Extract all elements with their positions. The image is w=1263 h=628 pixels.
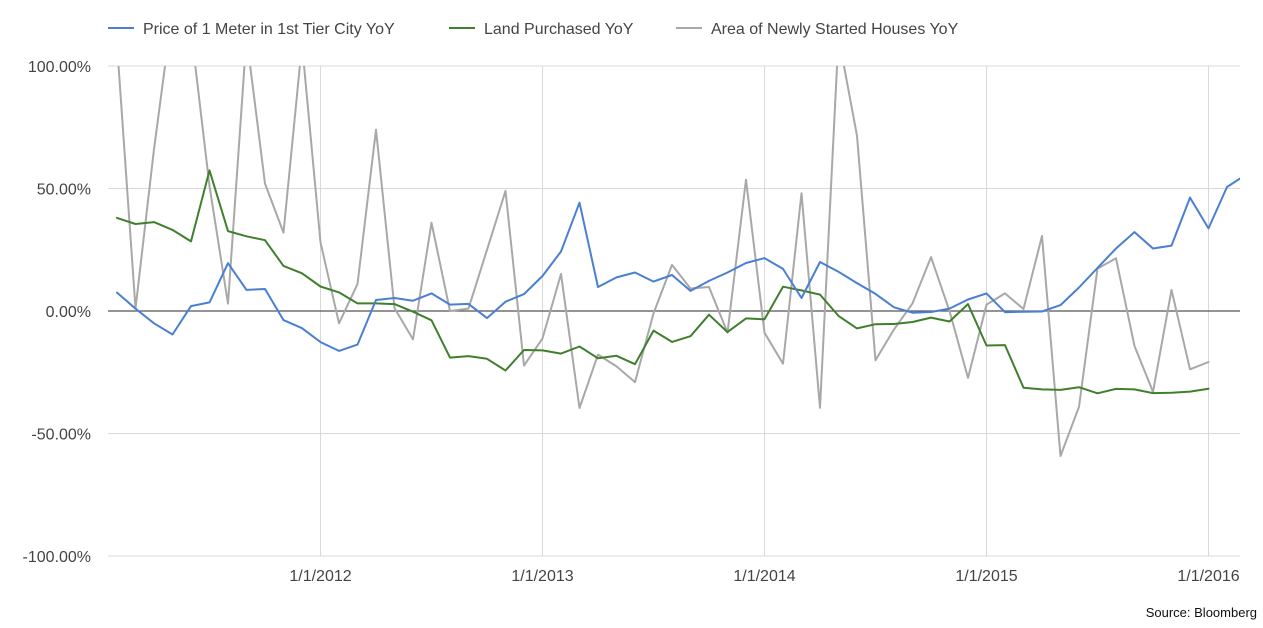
source-note: Source: Bloomberg <box>1145 605 1257 620</box>
legend-label: Area of Newly Started Houses YoY <box>711 21 959 38</box>
x-tick-label: 1/1/2013 <box>511 568 573 585</box>
legend-label: Price of 1 Meter in 1st Tier City YoY <box>143 21 395 38</box>
x-tick-label: 1/1/2016 <box>1177 568 1239 585</box>
y-tick-label: 100.00% <box>28 59 91 76</box>
y-tick-label: -50.00% <box>31 427 91 444</box>
x-tick-label: 1/1/2014 <box>733 568 795 585</box>
x-tick-label: 1/1/2015 <box>955 568 1017 585</box>
legend-item: Land Purchased YoY <box>449 21 634 38</box>
x-axis: 1/1/2012 1/1/2013 1/1/2014 1/1/2015 1/1/2016 <box>289 568 1239 585</box>
series-line-2 <box>117 66 1210 457</box>
legend: Price of 1 Meter in 1st Tier City YoY Lan… <box>108 21 959 38</box>
series-group <box>116 66 1240 457</box>
y-axis: 100.00% 50.00% 0.00% -50.00% -100.00% <box>23 59 92 566</box>
legend-label: Land Purchased YoY <box>484 21 634 38</box>
y-tick-label: 50.00% <box>37 182 91 199</box>
legend-item: Area of Newly Started Houses YoY <box>676 21 959 38</box>
x-tick-label: 1/1/2012 <box>289 568 351 585</box>
y-tick-label: -100.00% <box>23 549 92 566</box>
series-line-0 <box>116 177 1240 352</box>
y-tick-label: 0.00% <box>46 304 91 321</box>
legend-item: Price of 1 Meter in 1st Tier City YoY <box>108 21 395 38</box>
series-line-1 <box>116 169 1210 395</box>
